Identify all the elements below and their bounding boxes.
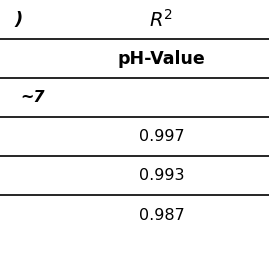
Text: 0.997: 0.997 — [139, 129, 184, 144]
Text: 0.987: 0.987 — [139, 208, 184, 223]
Text: 0.993: 0.993 — [139, 168, 184, 183]
Text: $\mathit{R}^2$: $\mathit{R}^2$ — [149, 9, 174, 30]
Text: ~7: ~7 — [20, 90, 45, 105]
Text: pH-Value: pH-Value — [118, 49, 205, 68]
Text: ): ) — [15, 10, 23, 29]
